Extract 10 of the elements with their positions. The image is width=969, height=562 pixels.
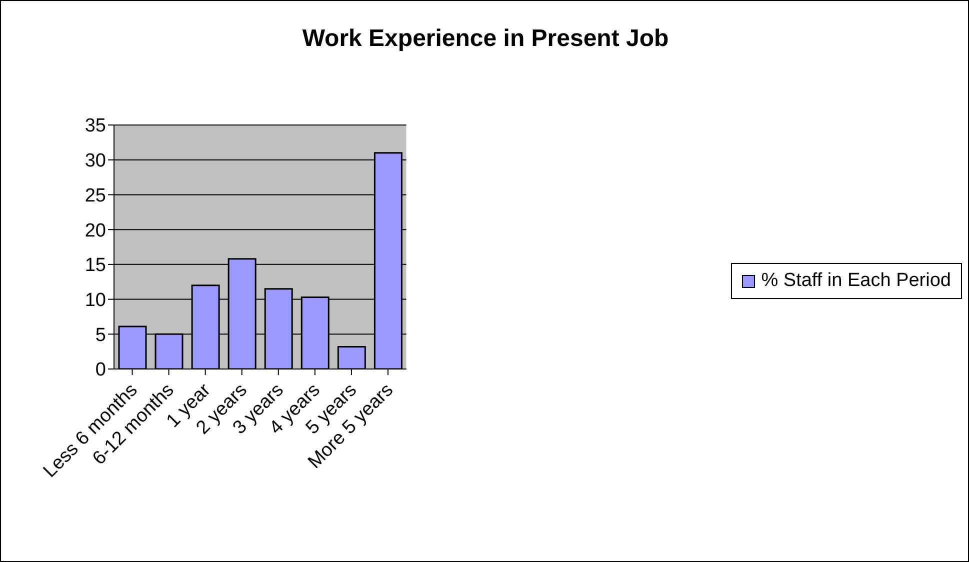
y-tick-label: 25	[84, 185, 106, 206]
y-tick-label: 0	[95, 360, 106, 381]
y-tick-label: 5	[95, 324, 106, 346]
y-tick-label: 30	[84, 150, 106, 172]
y-tick-label: 35	[84, 116, 106, 137]
y-tick-label: 10	[84, 290, 106, 312]
text: Work Experience in Present Job	[301, 25, 670, 53]
legend-label: % Staff in Each Period	[761, 270, 951, 292]
y-tick-label: 15	[84, 255, 106, 276]
y-tick-label: 20	[84, 220, 106, 242]
